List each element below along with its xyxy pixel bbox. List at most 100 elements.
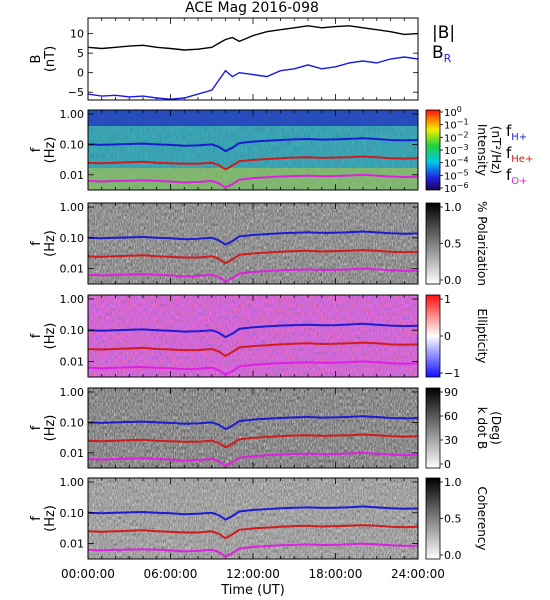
series-f-O+ <box>87 542 419 558</box>
colorbar-tick-label: 0.0 <box>444 549 462 562</box>
colorbar-coherency: 1.0 0.5 0.0 Coherency <box>425 476 489 562</box>
legend-f-sub: He+ <box>511 154 533 165</box>
series-f-He+ <box>87 155 419 171</box>
colorbar-gradient <box>425 294 441 378</box>
colorbar-unit: (Deg) <box>489 411 503 445</box>
panel-frame <box>87 477 419 560</box>
series-f-H+ <box>87 322 419 339</box>
y-axis-label: f <box>29 241 44 246</box>
colorbar-label: k dot B <box>475 407 489 449</box>
colorbar-tick-label: 1.0 <box>444 476 462 489</box>
legend-f: fH+fHe+fO+ <box>506 122 533 187</box>
panel-intensity: 1.000.100.01f (Hz)10010−110−210−310−410−5… <box>29 105 503 195</box>
x-tick-label: 12:00:00 <box>226 567 280 581</box>
y-tick-label: 1.00 <box>60 108 85 121</box>
x-tick-label: 06:00:00 <box>144 567 198 581</box>
x-tick-label: 24:00:00 <box>391 567 445 581</box>
colorbar-tick-exponent: −2 <box>457 130 469 139</box>
colorbar-tick-exponent: −3 <box>457 143 469 152</box>
colorbar-gradient <box>425 202 441 285</box>
series-f-H+ <box>87 415 419 431</box>
colorbar-gradient <box>425 109 441 191</box>
y-tick-label: 1.00 <box>60 386 85 399</box>
panel-frame <box>87 17 419 101</box>
legend-f-sub: H+ <box>511 132 527 143</box>
figure-title: ACE Mag 2016-098 <box>185 0 319 16</box>
colorbar-tick-label: 10−6 <box>444 181 469 195</box>
panel-polarization: 1.00 0.10 0.01 f (Hz) 1.0 0.5 0.0 % Polarization <box>29 201 489 287</box>
panel-kdotb: 1.00 0.10 0.01 f (Hz) 90 60 30 0 k dot B (Deg) <box>29 386 503 471</box>
colorbar-tick-exponent: −5 <box>457 168 469 177</box>
panel-frame <box>87 109 419 191</box>
series-f-H+ <box>87 230 419 246</box>
y-axis-unit: (Hz) <box>43 415 58 442</box>
legend-f-sub: O+ <box>511 176 527 187</box>
y-tick-label: 0.01 <box>60 447 85 460</box>
legend-btotal: |B| <box>432 23 455 43</box>
y-tick-label: 0.01 <box>60 538 85 551</box>
y-tick-label: 0.10 <box>60 138 85 151</box>
y-axis-unit: (Hz) <box>43 230 58 257</box>
legend-f-He+: fHe+ <box>506 144 533 165</box>
panel-b: 10 5 0 −5 B (nT) <box>29 17 419 101</box>
y-axis-unit: (Hz) <box>43 323 58 350</box>
y-tick-label: 0.10 <box>60 507 85 520</box>
x-axis: 00:00:00 06:00:00 12:00:00 18:00:00 24:00:00… <box>61 567 445 598</box>
panel-frame <box>87 202 419 285</box>
colorbar-tick-label: 1 <box>444 293 451 306</box>
panel-frame <box>87 294 419 378</box>
y-axis-label: f <box>29 147 44 152</box>
colorbar-tick-label: 0.5 <box>444 238 462 251</box>
colorbar-tick-label: 0.5 <box>444 513 462 526</box>
y-axis-unit: (Hz) <box>43 137 58 164</box>
series-f-H+ <box>87 505 419 521</box>
colorbar-ellipticity: 1 0 −1 Ellipticity <box>425 293 489 380</box>
y-axis-label: B <box>29 55 44 64</box>
y-tick-label: 1.00 <box>60 293 85 306</box>
y-axis-label: f <box>29 333 44 338</box>
colorbar-tick-exponent: −4 <box>457 156 469 165</box>
colorbar-tick-exponent: −6 <box>457 181 469 190</box>
series-f-O+ <box>87 267 419 283</box>
colorbar-tick-label: 1.0 <box>444 201 462 214</box>
legend-b: |B|BR <box>432 23 455 65</box>
y-tick-label: 10 <box>70 28 84 41</box>
colorbar-tick-label: 0 <box>444 458 451 471</box>
legend-f-H+: fH+ <box>506 122 527 143</box>
colorbar-label: Coherency <box>475 486 489 550</box>
series-f-He+ <box>87 524 419 540</box>
legend-bradial: BR <box>432 43 452 65</box>
series-f-He+ <box>87 249 419 265</box>
spectrogram-texture <box>88 388 418 468</box>
y-tick-label: 0.10 <box>60 324 85 337</box>
series-f-H+ <box>87 137 419 153</box>
y-axis-unit: (nT) <box>43 46 58 72</box>
colorbar-tick-label: 60 <box>444 410 458 423</box>
colorbar-tick-label: 0.0 <box>444 274 462 287</box>
x-axis-label: Time (UT) <box>220 583 285 598</box>
colorbar-tick-label: 30 <box>444 434 458 447</box>
y-tick-label: 1.00 <box>60 476 85 489</box>
panel-frame <box>87 387 419 469</box>
colorbar-kdotb: 90 60 30 0 k dot B (Deg) <box>425 386 503 471</box>
y-tick-label: 0.01 <box>60 169 85 182</box>
colorbar-label: % Polarization <box>475 201 489 286</box>
colorbar-polarization: 1.0 0.5 0.0 % Polarization <box>425 201 489 287</box>
x-tick-label: 00:00:00 <box>61 567 115 581</box>
legend-bradial-sub: R <box>444 52 452 65</box>
series-btotal <box>87 25 419 51</box>
y-tick-label: 0.01 <box>60 263 85 276</box>
spectrogram-texture <box>88 478 418 559</box>
y-tick-label: 1.00 <box>60 201 85 214</box>
colorbar-label: Intensity <box>475 124 489 176</box>
y-axis-unit: (Hz) <box>43 505 58 532</box>
series-f-O+ <box>87 173 419 189</box>
y-tick-label: 5 <box>77 47 84 60</box>
series-f-He+ <box>87 341 419 358</box>
y-tick-label: −5 <box>68 86 84 99</box>
colorbar-gradient <box>425 387 441 469</box>
y-axis-label: f <box>29 516 44 521</box>
y-tick-label: 0.10 <box>60 232 85 245</box>
